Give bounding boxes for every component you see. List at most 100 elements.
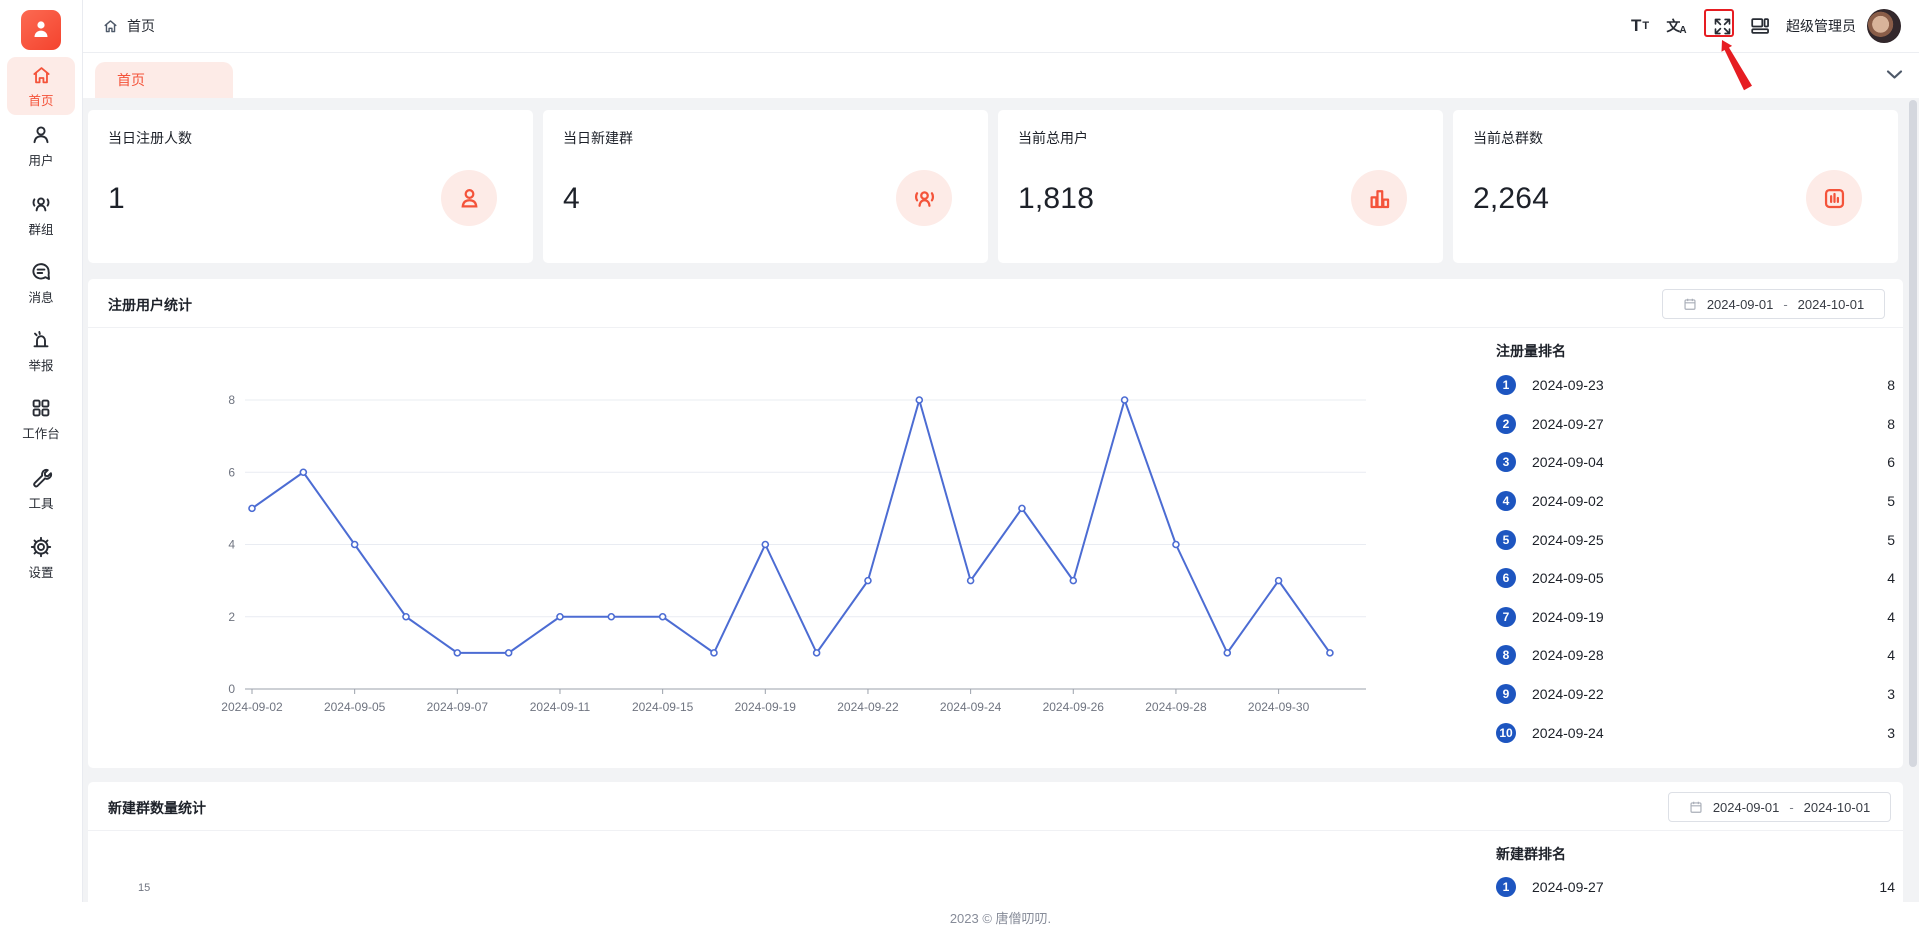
sidebar-item-groups[interactable]: 群组: [0, 192, 82, 238]
sidebar-item-workbench[interactable]: 工作台: [0, 396, 82, 442]
rank-badge: 1: [1496, 375, 1516, 396]
registration-ranking-list: 1 2024-09-23 8 2 2024-09-27 8 3 2024-09-…: [1496, 366, 1895, 752]
font-size-icon: T: [1630, 16, 1642, 35]
ranking-row: 1 2024-09-27 14: [1496, 868, 1895, 907]
rank-date: 2024-09-27: [1532, 415, 1604, 432]
sidebar-item-settings[interactable]: 设置: [0, 535, 82, 581]
settings-gear-icon: [30, 536, 52, 558]
rank-value: 8: [1887, 377, 1895, 394]
sidebar-item-label: 工具: [28, 497, 54, 511]
sidebar-item-label: 首页: [28, 93, 54, 108]
sidebar-item-label: 用户: [28, 154, 54, 168]
rank-value: 3: [1887, 686, 1895, 703]
group-icon: [914, 190, 934, 207]
rank-badge: 4: [1496, 491, 1516, 512]
svg-text:2024-09-24: 2024-09-24: [940, 700, 1002, 714]
panel-header: 新建群数量统计 2024-09-01 - 2024-10-01: [88, 782, 1903, 831]
y-axis-partial-label: 15: [138, 882, 151, 894]
rank-value: 4: [1887, 570, 1895, 587]
sidebar-item-label: 消息: [28, 291, 54, 305]
svg-text:2024-09-11: 2024-09-11: [530, 700, 591, 714]
panel-title: 新建群数量统计: [108, 800, 206, 816]
rank-badge: 8: [1496, 645, 1516, 666]
rank-date: 2024-09-22: [1532, 686, 1604, 703]
tab-label: 首页: [117, 72, 145, 88]
ranking-row: 3 2024-09-04 6: [1496, 443, 1895, 482]
tab-home[interactable]: 首页: [95, 62, 233, 98]
stat-label: 当日新建群: [563, 130, 633, 146]
avatar[interactable]: [1867, 9, 1901, 43]
stat-card-total-users: 当前总用户 1,818: [998, 110, 1443, 263]
sidebar-item-messages[interactable]: 消息: [0, 260, 82, 306]
rank-date: 2024-09-24: [1532, 724, 1604, 741]
svg-text:2024-09-26: 2024-09-26: [1043, 700, 1105, 714]
workbench-grid-icon: [32, 399, 50, 417]
sidebar-item-tools[interactable]: 工具: [0, 466, 82, 512]
svg-text:2024-09-28: 2024-09-28: [1145, 700, 1207, 714]
svg-text:6: 6: [228, 465, 235, 479]
date-range-picker[interactable]: 2024-09-01 - 2024-10-01: [1668, 792, 1891, 822]
report-siren-icon: [33, 331, 49, 348]
stat-label: 当日注册人数: [108, 130, 192, 146]
breadcrumb[interactable]: 首页: [102, 0, 155, 52]
annotation-arrow-icon: [1721, 40, 1752, 91]
sidebar-item-users[interactable]: 用户: [0, 123, 82, 169]
date-separator: -: [1789, 799, 1794, 815]
stat-card-registrations-today: 当日注册人数 1: [88, 110, 533, 263]
ranking-row: 6 2024-09-05 4: [1496, 559, 1895, 598]
svg-text:2024-09-19: 2024-09-19: [735, 700, 797, 714]
ranking-row: 8 2024-09-28 4: [1496, 636, 1895, 675]
layout-theme-button[interactable]: [1745, 0, 1775, 52]
user-name: 超级管理员: [1786, 18, 1856, 34]
home-icon: [104, 19, 117, 32]
footer-copyright: 2023 © 唐僧叨叨.: [949, 910, 1052, 926]
group-icon: [32, 197, 50, 212]
sidebar-item-label: 设置: [28, 566, 54, 580]
panel-header: 注册用户统计 2024-09-01 - 2024-10-01: [88, 279, 1903, 328]
rank-date: 2024-09-25: [1532, 531, 1604, 548]
message-icon: [32, 263, 50, 280]
svg-text:2024-09-07: 2024-09-07: [427, 700, 489, 714]
registrations-panel: 注册用户统计 2024-09-01 - 2024-10-01 0 2 4 6 8 2024…: [88, 279, 1903, 768]
fullscreen-button[interactable]: [1708, 0, 1736, 52]
svg-text:2024-09-22: 2024-09-22: [837, 700, 899, 714]
ranking-title: 注册量排名: [1496, 343, 1566, 359]
rank-date: 2024-09-04: [1532, 454, 1604, 471]
fullscreen-expand-icon: [1714, 18, 1730, 34]
chevron-down-icon: [1886, 70, 1903, 79]
chart-board-icon: [1824, 188, 1844, 208]
rank-badge: 2: [1496, 413, 1516, 434]
new-group-ranking-list: 1 2024-09-27 14: [1496, 868, 1895, 907]
rank-badge: 7: [1496, 606, 1516, 627]
registrations-line-chart[interactable]: 0 2 4 6 8 2024-09-02 2024-09-05 2024-09-07 2024-…: [88, 327, 1478, 768]
scrollbar-thumb[interactable]: [1909, 100, 1917, 767]
sidebar-item-reports[interactable]: 举报: [0, 328, 82, 374]
calendar-icon: [1684, 298, 1696, 310]
rank-badge: 6: [1496, 568, 1516, 589]
rank-date: 2024-09-23: [1532, 377, 1604, 394]
rank-badge: 1: [1496, 877, 1516, 898]
stat-icon-circle: [896, 170, 952, 226]
rank-value: 6: [1887, 454, 1895, 471]
rank-badge: 10: [1496, 722, 1516, 743]
svg-text:0: 0: [228, 682, 235, 696]
user-icon: [33, 126, 49, 144]
stat-icon-circle: [1806, 170, 1862, 226]
tab-options-button[interactable]: [1886, 69, 1903, 80]
annotation-box: [1704, 9, 1734, 37]
ranking-title: 新建群排名: [1496, 846, 1566, 862]
svg-text:2024-09-02: 2024-09-02: [221, 700, 283, 714]
stat-value: 1: [108, 182, 125, 215]
sidebar-item-home[interactable]: 首页: [7, 57, 75, 115]
date-range-picker[interactable]: 2024-09-01 - 2024-10-01: [1662, 289, 1885, 319]
user-menu[interactable]: 超级管理员: [1782, 0, 1860, 52]
date-start: 2024-09-01: [1706, 296, 1774, 312]
app-logo[interactable]: [21, 10, 61, 50]
stat-value: 1,818: [1018, 182, 1095, 215]
date-end: 2024-10-01: [1803, 799, 1871, 815]
stat-icon-circle: [1351, 170, 1407, 226]
